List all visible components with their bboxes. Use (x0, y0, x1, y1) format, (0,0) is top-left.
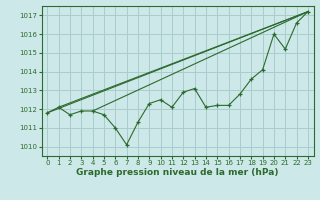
X-axis label: Graphe pression niveau de la mer (hPa): Graphe pression niveau de la mer (hPa) (76, 168, 279, 177)
